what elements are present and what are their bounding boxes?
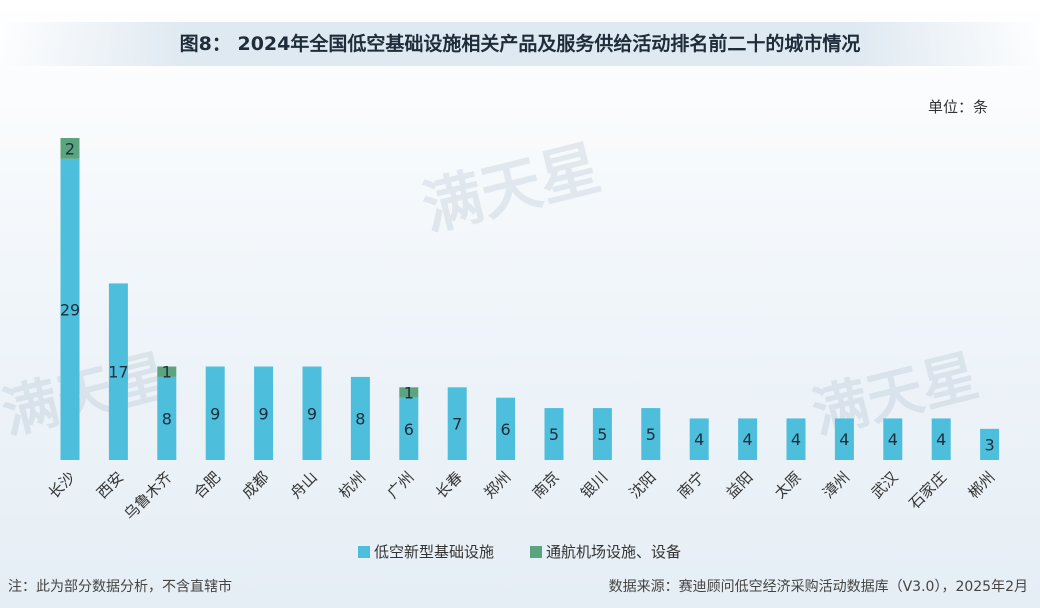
bar-series1-17 [883,418,903,460]
bar-series1-13 [689,418,709,460]
x-tick-label-11: 银川 [577,468,611,502]
unit-label: 单位：条 [927,98,988,116]
legend-swatch-series1 [358,546,370,558]
bar-label-series1-9: 6 [501,420,511,439]
bar-series1-6 [350,376,370,460]
bar-label-series1-6: 8 [355,409,365,428]
bar-label-series1-17: 4 [888,430,898,449]
bar-label-series1-1: 17 [108,363,128,382]
bar-label-series1-8: 7 [452,415,462,434]
bar-label-series1-0: 29 [60,300,80,319]
bar-label-series1-3: 9 [210,404,220,423]
bar-label-series1-18: 4 [936,430,946,449]
bars-group [60,138,1000,460]
bar-series1-2 [157,376,177,460]
x-tick-label-5: 舟山 [287,468,321,502]
x-tick-label-6: 杭州 [335,468,369,502]
bar-series1-19 [980,428,1000,460]
bar-series1-9 [496,397,516,460]
bar-series1-15 [786,418,806,460]
x-tick-label-8: 长春 [432,468,466,502]
bar-series1-11 [592,408,612,460]
bar-series1-10 [544,408,564,460]
bar-label-series1-19: 3 [985,435,995,454]
footer-source: 数据来源：赛迪顾问低空经济采购活动数据库（V3.0），2025年2月 [608,579,1028,595]
x-tick-label-2: 乌鲁木齐 [120,468,175,523]
bar-series1-0 [60,158,80,460]
bar-series1-8 [447,387,467,460]
bar-series2-2 [157,366,177,377]
bar-series1-7 [399,397,419,460]
x-tick-label-12: 沈阳 [626,468,660,502]
legend-label-series1: 低空新型基础设施 [374,543,494,561]
bar-series1-1 [108,283,128,460]
bar-series1-3 [205,366,225,460]
bar-label-series1-7: 6 [404,420,414,439]
bar-label-series1-14: 4 [743,430,753,449]
x-tick-label-17: 武汉 [868,468,902,502]
x-tick-label-3: 合肥 [190,468,224,502]
x-tick-label-16: 漳州 [819,468,853,502]
page-title: 图8： 2024年全国低空基础设施相关产品及服务供给活动排名前二十的城市情况 [179,33,861,55]
bar-label-series1-5: 9 [307,404,317,423]
x-tick-label-0: 长沙 [45,468,79,502]
x-tick-label-7: 广州 [384,468,418,502]
bar-label-series1-10: 5 [549,425,559,444]
title-band [0,22,1040,66]
bar-series1-14 [738,418,758,460]
bar-label-series1-4: 9 [259,404,269,423]
bar-label-series1-2: 8 [162,409,172,428]
x-tick-label-1: 西安 [93,468,127,502]
bar-series1-5 [302,366,322,460]
bar-series1-12 [641,408,661,460]
x-tick-label-15: 太原 [771,468,805,502]
bar-label-series1-11: 5 [597,425,607,444]
bar-series1-16 [834,418,854,460]
bar-label-series2-7: 1 [404,383,414,402]
bar-label-series1-13: 4 [694,430,704,449]
bar-label-series2-0: 2 [65,139,75,158]
bar-series2-7 [399,387,419,398]
bar-label-series1-16: 4 [839,430,849,449]
footer-note: 注：此为部分数据分析，不含直辖市 [8,579,232,595]
x-tick-label-19: 郴州 [964,468,998,502]
x-tick-label-18: 石家庄 [905,468,950,513]
legend-label-series2: 通航机场设施、设备 [546,543,681,561]
x-tick-label-13: 南宁 [674,468,708,502]
bar-series2-0 [60,138,80,159]
x-tick-label-4: 成都 [238,468,272,502]
bar-label-series2-2: 1 [162,363,172,382]
bar-series1-4 [254,366,274,460]
legend-swatch-series2 [530,546,542,558]
x-tick-label-10: 南京 [529,468,563,502]
legend: 低空新型基础设施 通航机场设施、设备 [358,543,681,561]
bar-label-series1-15: 4 [791,430,801,449]
x-tick-label-9: 郑州 [480,468,514,502]
bar-series1-18 [931,418,951,460]
bar-label-series1-12: 5 [646,425,656,444]
x-tick-label-14: 益阳 [722,468,756,502]
